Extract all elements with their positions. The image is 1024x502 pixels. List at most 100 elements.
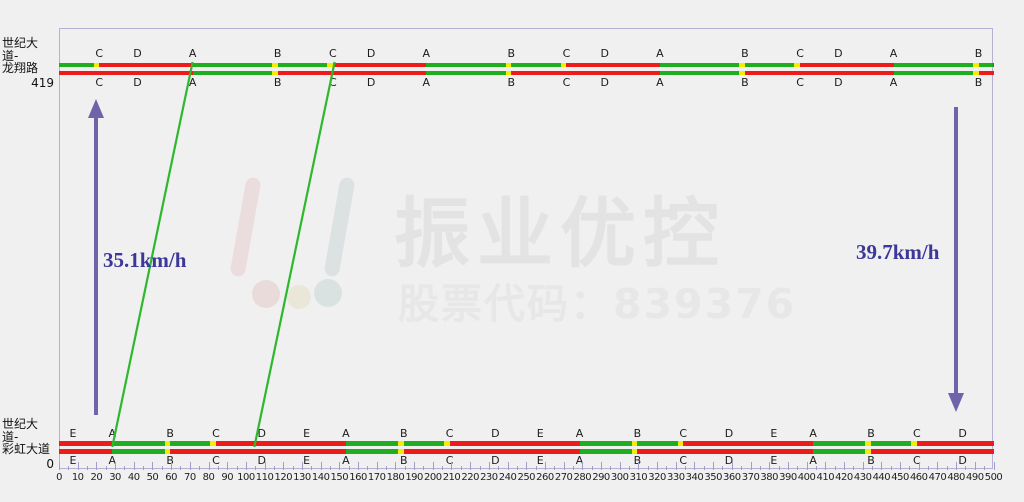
signal-bar-row[interactable] — [59, 441, 994, 446]
axis-tick-label: 390 — [779, 472, 797, 483]
axis-tick-label: 490 — [966, 472, 984, 483]
axis-tick-label: 380 — [760, 472, 779, 483]
axis-minor-tick — [460, 465, 462, 470]
yellow-phase-segment — [677, 441, 684, 446]
phase-label-lower: B — [166, 453, 174, 467]
phase-label-upper: E — [770, 427, 778, 440]
intersection-label: 世纪大道- 龙翔路 419 — [2, 37, 54, 89]
axis-minor-tick — [423, 465, 425, 470]
yellow-phase-segment — [739, 70, 745, 75]
signal-bar-row[interactable] — [59, 70, 994, 75]
axis-tick-label: 160 — [349, 472, 367, 483]
axis-major-tick — [245, 462, 247, 470]
axis-tick-label: 420 — [835, 472, 853, 483]
plot-area-border — [59, 28, 993, 469]
axis-major-tick — [862, 462, 864, 470]
phase-label-lower: B — [507, 75, 516, 89]
yellow-phase-segment — [972, 62, 979, 67]
phase-label-lower: D — [600, 75, 609, 89]
axis-minor-tick — [554, 465, 556, 470]
axis-minor-tick — [330, 465, 331, 470]
axis-tick-label: 430 — [853, 472, 872, 483]
green-phase-segment — [813, 441, 866, 446]
green-phase-segment — [659, 70, 740, 75]
yellow-phase-segment — [93, 62, 100, 67]
phase-label-lower: C — [562, 75, 571, 89]
green-phase-segment — [978, 62, 994, 67]
axis-tick-label: 370 — [741, 472, 760, 483]
phase-label-upper: A — [575, 427, 584, 440]
axis-minor-tick — [273, 465, 275, 470]
intersection-name-line: 世纪大道- — [2, 36, 39, 63]
axis-major-tick — [77, 462, 79, 470]
axis-minor-tick — [404, 465, 406, 470]
phase-label-upper: A — [188, 47, 197, 60]
phase-label-lower: A — [575, 453, 584, 467]
axis-major-tick — [451, 462, 453, 470]
yellow-phase-segment — [210, 441, 216, 446]
axis-major-tick — [582, 462, 584, 470]
axis-tick-label: 20 — [90, 472, 103, 483]
axis-minor-tick — [946, 465, 948, 470]
axis-major-tick — [96, 462, 98, 470]
axis-minor-tick — [105, 465, 107, 470]
phase-label-lower: D — [834, 75, 843, 89]
green-phase-segment — [112, 441, 165, 446]
axis-tick-label: 280 — [573, 472, 592, 483]
phase-label-lower: C — [796, 75, 804, 89]
axis-major-tick — [750, 462, 752, 470]
phase-label-upper: C — [679, 427, 688, 440]
axis-minor-tick — [703, 465, 705, 470]
axis-minor-tick — [909, 465, 911, 470]
axis-minor-tick — [479, 465, 481, 470]
axis-major-tick — [152, 462, 154, 470]
yellow-phase-segment — [911, 441, 917, 446]
phase-label-upper: C — [562, 47, 571, 60]
axis-major-tick — [787, 462, 789, 470]
signal-bar-row[interactable] — [59, 449, 994, 454]
phase-label-upper: C — [913, 427, 921, 440]
axis-minor-tick — [759, 465, 761, 470]
green-phase-segment — [579, 441, 632, 446]
axis-tick-label: 60 — [165, 472, 177, 483]
axis-major-tick — [470, 462, 472, 470]
axis-major-tick — [900, 462, 902, 470]
axis-tick-label: 480 — [947, 472, 965, 483]
intersection-name-line: 龙翔路 — [2, 61, 39, 75]
phase-label-lower: A — [809, 453, 817, 467]
axis-tick-label: 210 — [442, 472, 461, 483]
green-phase-segment — [345, 449, 399, 454]
axis-major-tick — [769, 462, 771, 470]
phase-label-lower: C — [679, 453, 688, 467]
axis-major-tick — [189, 462, 191, 470]
axis-major-tick — [358, 462, 360, 470]
phase-label-lower: A — [656, 75, 664, 89]
axis-minor-tick — [199, 465, 201, 470]
axis-tick-label: 400 — [797, 472, 816, 483]
axis-major-tick — [937, 462, 939, 470]
axis-major-tick — [694, 462, 696, 470]
axis-major-tick — [843, 462, 845, 470]
phase-label-upper: E — [536, 427, 544, 440]
intersection-name-line: 世纪大道- — [2, 417, 39, 444]
yellow-phase-segment — [739, 62, 745, 67]
axis-minor-tick — [797, 465, 799, 470]
yellow-phase-segment — [327, 62, 333, 67]
axis-tick-label: 270 — [554, 472, 573, 483]
phase-label-upper: D — [366, 47, 376, 60]
axis-minor-tick — [629, 465, 631, 470]
axis-major-tick — [414, 462, 416, 470]
phase-label-upper: C — [796, 47, 804, 60]
axis-tick-label: 180 — [386, 472, 405, 483]
phase-label-upper: D — [724, 427, 734, 440]
green-phase-segment — [511, 62, 561, 67]
axis-major-tick — [208, 462, 210, 470]
axis-major-tick — [526, 462, 528, 470]
axis-major-tick — [619, 462, 621, 470]
green-phase-segment — [744, 62, 795, 67]
green-phase-segment — [893, 70, 973, 75]
phase-label-lower: B — [273, 75, 282, 89]
phase-label-upper: A — [342, 427, 350, 440]
phase-label-lower: A — [188, 75, 197, 89]
